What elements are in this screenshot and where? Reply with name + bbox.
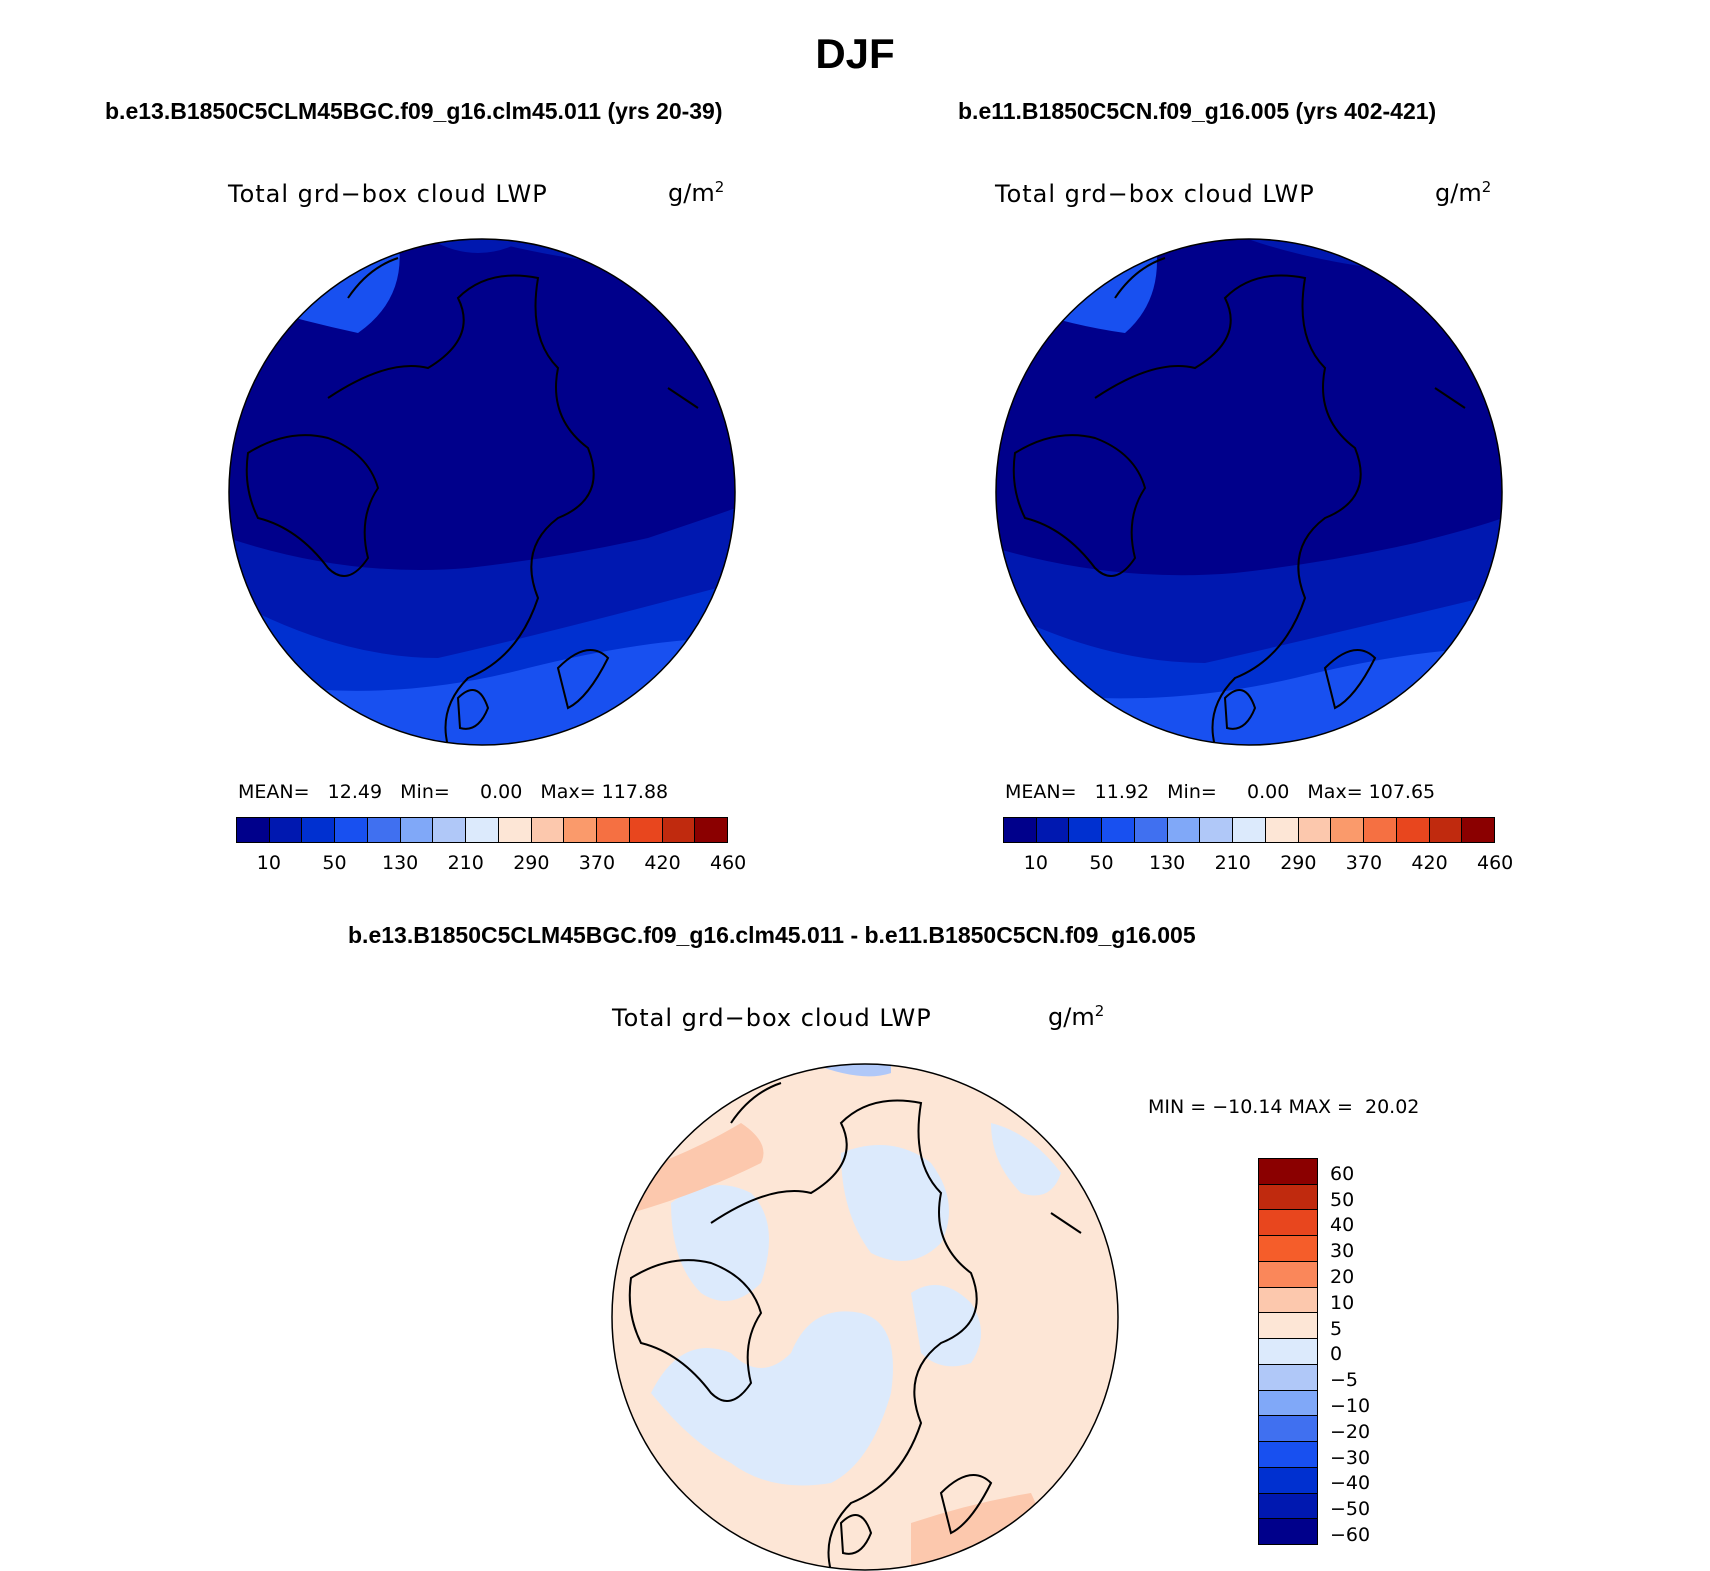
colorbar-swatch — [1233, 818, 1266, 842]
colorbar-swatch — [564, 818, 597, 842]
colorbar-tick-label: 210 — [448, 852, 484, 874]
colorbar-swatch — [270, 818, 303, 842]
colorbar-swatch — [1102, 818, 1135, 842]
right-case-title: b.e11.B1850C5CN.f09_g16.005 (yrs 402-421… — [958, 98, 1436, 125]
colorbar-swatch — [401, 818, 434, 842]
right-stats: MEAN= 11.92 Min= 0.00 Max= 107.65 — [1005, 781, 1435, 803]
colorbar-swatch — [1259, 1236, 1317, 1262]
colorbar-swatch — [1069, 818, 1102, 842]
right-variable-title: Total grd−box cloud LWP — [995, 180, 1315, 208]
colorbar-tick-label: −10 — [1330, 1395, 1370, 1417]
left-polar-map — [228, 238, 736, 746]
left-stats: MEAN= 12.49 Min= 0.00 Max= 117.88 — [238, 781, 668, 803]
colorbar-tick-label: 290 — [513, 852, 549, 874]
colorbar-swatch — [532, 818, 565, 842]
colorbar-tick-label: 20 — [1330, 1266, 1354, 1288]
right-colorbar — [1003, 817, 1495, 843]
colorbar-tick-label: 130 — [382, 852, 418, 874]
colorbar-tick-label: 370 — [579, 852, 615, 874]
colorbar-swatch — [1259, 1416, 1317, 1442]
right-units: g/m2 — [1435, 178, 1491, 207]
colorbar-swatch — [1462, 818, 1494, 842]
colorbar-swatch — [1430, 818, 1463, 842]
colorbar-swatch — [1168, 818, 1201, 842]
colorbar-tick-label: 420 — [1411, 852, 1447, 874]
colorbar-swatch — [1259, 1339, 1317, 1365]
figure-title: DJF — [0, 30, 1710, 78]
colorbar-swatch — [1259, 1442, 1317, 1468]
colorbar-swatch — [466, 818, 499, 842]
colorbar-swatch — [1037, 818, 1070, 842]
diff-variable-title: Total grd−box cloud LWP — [612, 1004, 932, 1032]
colorbar-tick-label: 50 — [1089, 852, 1113, 874]
diff-colorbar — [1258, 1158, 1318, 1545]
colorbar-swatch — [1259, 1185, 1317, 1211]
colorbar-tick-label: 10 — [1024, 852, 1048, 874]
colorbar-tick-label: 50 — [322, 852, 346, 874]
colorbar-swatch — [335, 818, 368, 842]
colorbar-swatch — [499, 818, 532, 842]
colorbar-tick-label: 460 — [710, 852, 746, 874]
colorbar-tick-label: −40 — [1330, 1472, 1370, 1494]
diff-case-title: b.e13.B1850C5CLM45BGC.f09_g16.clm45.011 … — [348, 922, 1196, 949]
colorbar-swatch — [695, 818, 727, 842]
colorbar-swatch — [1259, 1210, 1317, 1236]
colorbar-tick-label: −5 — [1330, 1369, 1358, 1391]
colorbar-tick-label: 40 — [1330, 1214, 1354, 1236]
colorbar-swatch — [1259, 1519, 1317, 1544]
colorbar-tick-label: 290 — [1280, 852, 1316, 874]
colorbar-tick-label: 60 — [1330, 1163, 1354, 1185]
colorbar-swatch — [1259, 1365, 1317, 1391]
right-polar-map — [995, 238, 1503, 746]
diff-stats: MIN = −10.14 MAX = 20.02 — [1148, 1096, 1419, 1118]
colorbar-swatch — [1259, 1159, 1317, 1185]
colorbar-tick-label: 30 — [1330, 1240, 1354, 1262]
colorbar-swatch — [368, 818, 401, 842]
left-case-title: b.e13.B1850C5CLM45BGC.f09_g16.clm45.011 … — [105, 98, 723, 125]
colorbar-tick-label: 210 — [1215, 852, 1251, 874]
diff-units: g/m2 — [1048, 1002, 1104, 1031]
colorbar-tick-label: −30 — [1330, 1447, 1370, 1469]
colorbar-tick-label: −20 — [1330, 1421, 1370, 1443]
colorbar-swatch — [1397, 818, 1430, 842]
colorbar-swatch — [433, 818, 466, 842]
left-units: g/m2 — [668, 178, 724, 207]
colorbar-swatch — [1259, 1313, 1317, 1339]
colorbar-swatch — [1259, 1494, 1317, 1520]
colorbar-swatch — [1259, 1468, 1317, 1494]
colorbar-swatch — [237, 818, 270, 842]
colorbar-tick-label: 50 — [1330, 1189, 1354, 1211]
left-colorbar — [236, 817, 728, 843]
colorbar-tick-label: 370 — [1346, 852, 1382, 874]
colorbar-tick-label: 130 — [1149, 852, 1185, 874]
colorbar-swatch — [1299, 818, 1332, 842]
colorbar-swatch — [663, 818, 696, 842]
colorbar-tick-label: 10 — [257, 852, 281, 874]
colorbar-swatch — [1331, 818, 1364, 842]
colorbar-tick-label: −60 — [1330, 1524, 1370, 1546]
colorbar-tick-label: 10 — [1330, 1292, 1354, 1314]
colorbar-swatch — [1364, 818, 1397, 842]
diff-polar-map — [611, 1063, 1119, 1571]
colorbar-swatch — [1259, 1262, 1317, 1288]
colorbar-swatch — [302, 818, 335, 842]
left-variable-title: Total grd−box cloud LWP — [228, 180, 548, 208]
colorbar-swatch — [1266, 818, 1299, 842]
colorbar-tick-label: 5 — [1330, 1318, 1342, 1340]
colorbar-swatch — [630, 818, 663, 842]
colorbar-swatch — [1259, 1391, 1317, 1417]
colorbar-swatch — [1200, 818, 1233, 842]
colorbar-tick-label: 420 — [644, 852, 680, 874]
colorbar-tick-label: −50 — [1330, 1498, 1370, 1520]
colorbar-swatch — [1135, 818, 1168, 842]
colorbar-tick-label: 0 — [1330, 1343, 1342, 1365]
colorbar-swatch — [1259, 1288, 1317, 1314]
colorbar-tick-label: 460 — [1477, 852, 1513, 874]
colorbar-swatch — [1004, 818, 1037, 842]
colorbar-swatch — [597, 818, 630, 842]
